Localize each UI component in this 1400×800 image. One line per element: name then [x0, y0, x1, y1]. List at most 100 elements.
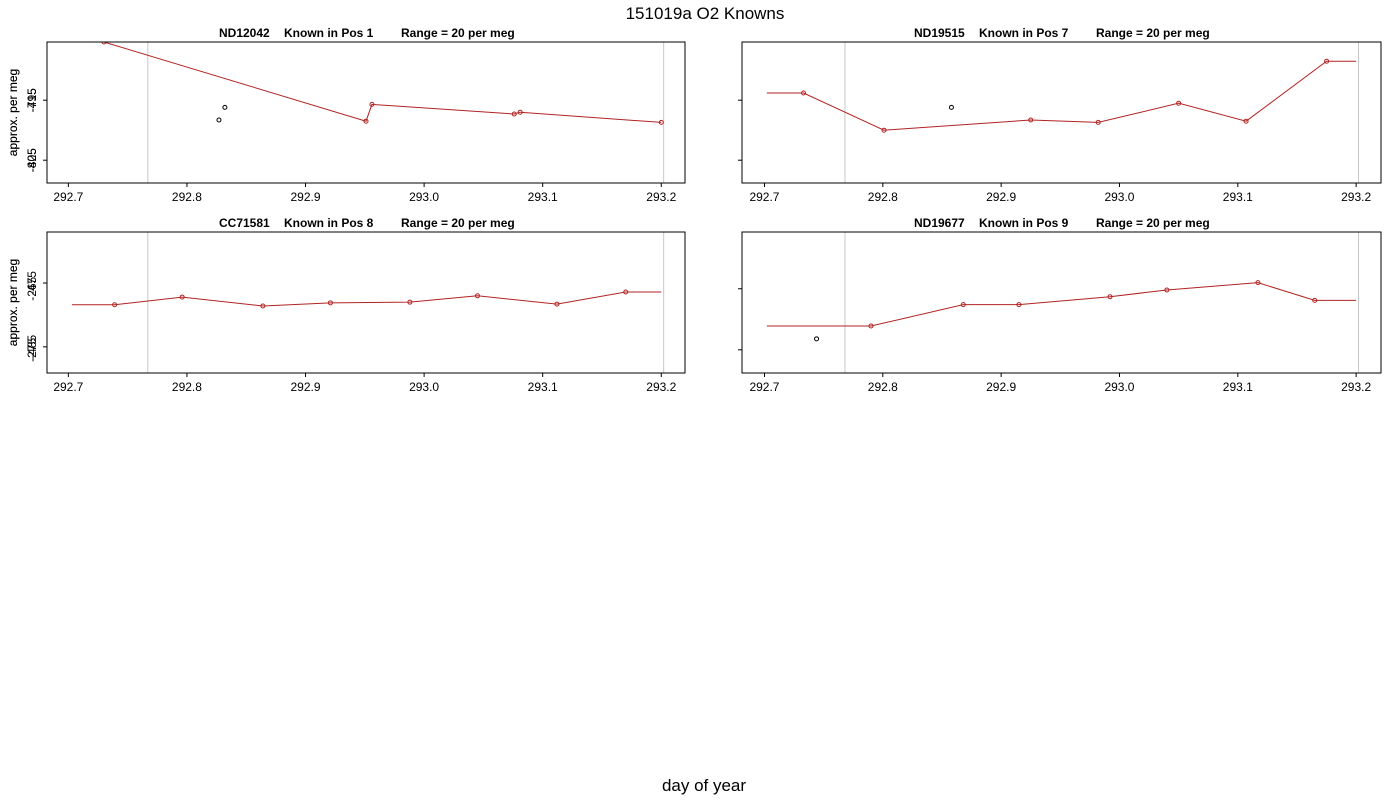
x-tick-label: 292.8	[172, 380, 202, 394]
x-tick-label: 292.7	[53, 190, 83, 204]
x-tick-label: 293.0	[1104, 190, 1134, 204]
panel-title: Known in Pos 8	[284, 216, 374, 230]
series	[766, 280, 1357, 329]
x-tick-label: 292.8	[868, 190, 898, 204]
data-point	[363, 118, 369, 124]
data-point	[1312, 297, 1318, 303]
data-point	[1243, 118, 1249, 124]
data-point	[517, 109, 523, 115]
panel-title: ND12042	[219, 26, 270, 40]
x-tick-label: 293.2	[1341, 380, 1371, 394]
data-point	[881, 127, 887, 133]
panel: ND12042 Known in Pos 1 Range = 20 per meg a…	[6, 26, 686, 204]
chart-title: 151019a O2 Knowns	[626, 4, 785, 23]
data-point	[960, 302, 966, 308]
y-tick-label: -425	[25, 148, 39, 172]
y-axis-label: approx. per meg	[6, 259, 20, 346]
series-line	[103, 42, 662, 123]
data-point	[868, 323, 874, 329]
data-point	[216, 117, 222, 123]
data-point	[1016, 302, 1022, 308]
series	[766, 58, 1357, 133]
plot-frame	[741, 231, 1382, 374]
x-tick-label: 293.1	[1223, 380, 1253, 394]
x-tick-label: 293.0	[409, 190, 439, 204]
panel-title: Known in Pos 1	[284, 26, 374, 40]
panel-title: Range = 20 per meg	[401, 216, 515, 230]
x-tick-label: 293.0	[1104, 380, 1134, 394]
y-tick-label: -415	[25, 88, 39, 112]
panel: ND19677 Known in Pos 9 Range = 20 per meg a…	[6, 216, 1382, 394]
data-point	[112, 302, 118, 308]
x-tick-label: 292.9	[291, 190, 321, 204]
data-point	[511, 111, 517, 117]
data-point	[1164, 287, 1170, 293]
x-tick-label: 293.1	[1223, 190, 1253, 204]
data-point	[474, 293, 480, 299]
data-point	[101, 42, 107, 45]
y-tick-label: -265	[25, 276, 39, 300]
series	[814, 336, 820, 342]
panel-title: CC71581	[219, 216, 270, 230]
y-tick-label: -475	[25, 271, 39, 295]
x-tick-label: 292.9	[291, 380, 321, 394]
data-point	[222, 104, 228, 110]
panel-title: Known in Pos 7	[979, 26, 1069, 40]
plot-frame	[46, 231, 686, 374]
panel: CC71581 Known in Pos 8 Range = 20 per meg a…	[6, 216, 686, 394]
x-tick-label: 292.7	[749, 380, 779, 394]
data-point	[1028, 117, 1034, 123]
x-tick-label: 292.7	[749, 190, 779, 204]
data-point	[658, 119, 664, 125]
data-point	[948, 104, 954, 110]
data-point	[1176, 100, 1182, 106]
data-point	[260, 303, 266, 309]
x-tick-label: 293.2	[646, 380, 676, 394]
data-point	[1255, 280, 1261, 286]
x-tick-label: 293.2	[1341, 190, 1371, 204]
x-axis-label: day of year	[662, 776, 746, 795]
plot-frame	[46, 41, 686, 184]
panel-title: ND19515	[914, 26, 965, 40]
plot-frame	[741, 41, 1382, 184]
data-point	[1324, 58, 1330, 64]
series	[71, 289, 662, 309]
data-point	[179, 294, 185, 300]
data-point	[1107, 294, 1113, 300]
panel-title: Range = 20 per meg	[401, 26, 515, 40]
data-point	[1095, 119, 1101, 125]
x-tick-label: 292.9	[986, 190, 1016, 204]
y-tick-label: -485	[25, 335, 39, 359]
y-axis-label: approx. per meg	[6, 69, 20, 156]
series	[216, 104, 228, 123]
data-point	[407, 299, 413, 305]
x-tick-label: 293.0	[409, 380, 439, 394]
x-tick-label: 293.2	[646, 190, 676, 204]
series-line	[71, 291, 662, 307]
data-point	[814, 336, 820, 342]
panel: ND19515 Known in Pos 7 Range = 20 per meg a…	[6, 26, 1382, 204]
y-tick-label: -275	[25, 337, 39, 361]
panel-title: Range = 20 per meg	[1096, 216, 1210, 230]
y-tick-label: -805	[25, 148, 39, 172]
panel-title: ND19677	[914, 216, 965, 230]
x-tick-label: 293.1	[528, 380, 558, 394]
x-tick-label: 293.1	[528, 190, 558, 204]
data-point	[623, 289, 629, 295]
series	[101, 42, 664, 125]
y-tick-label: -795	[25, 88, 39, 112]
series	[948, 104, 954, 110]
y-axis-label: approx. per meg	[6, 69, 20, 156]
y-axis-label: approx. per meg	[6, 259, 20, 346]
series-line	[766, 282, 1357, 327]
data-point	[554, 301, 560, 307]
series-line	[766, 60, 1357, 131]
data-point	[801, 90, 807, 96]
data-point	[327, 300, 333, 306]
x-tick-label: 292.8	[172, 190, 202, 204]
x-tick-label: 292.8	[868, 380, 898, 394]
x-tick-label: 292.7	[53, 380, 83, 394]
data-point	[369, 101, 375, 107]
x-tick-label: 292.9	[986, 380, 1016, 394]
